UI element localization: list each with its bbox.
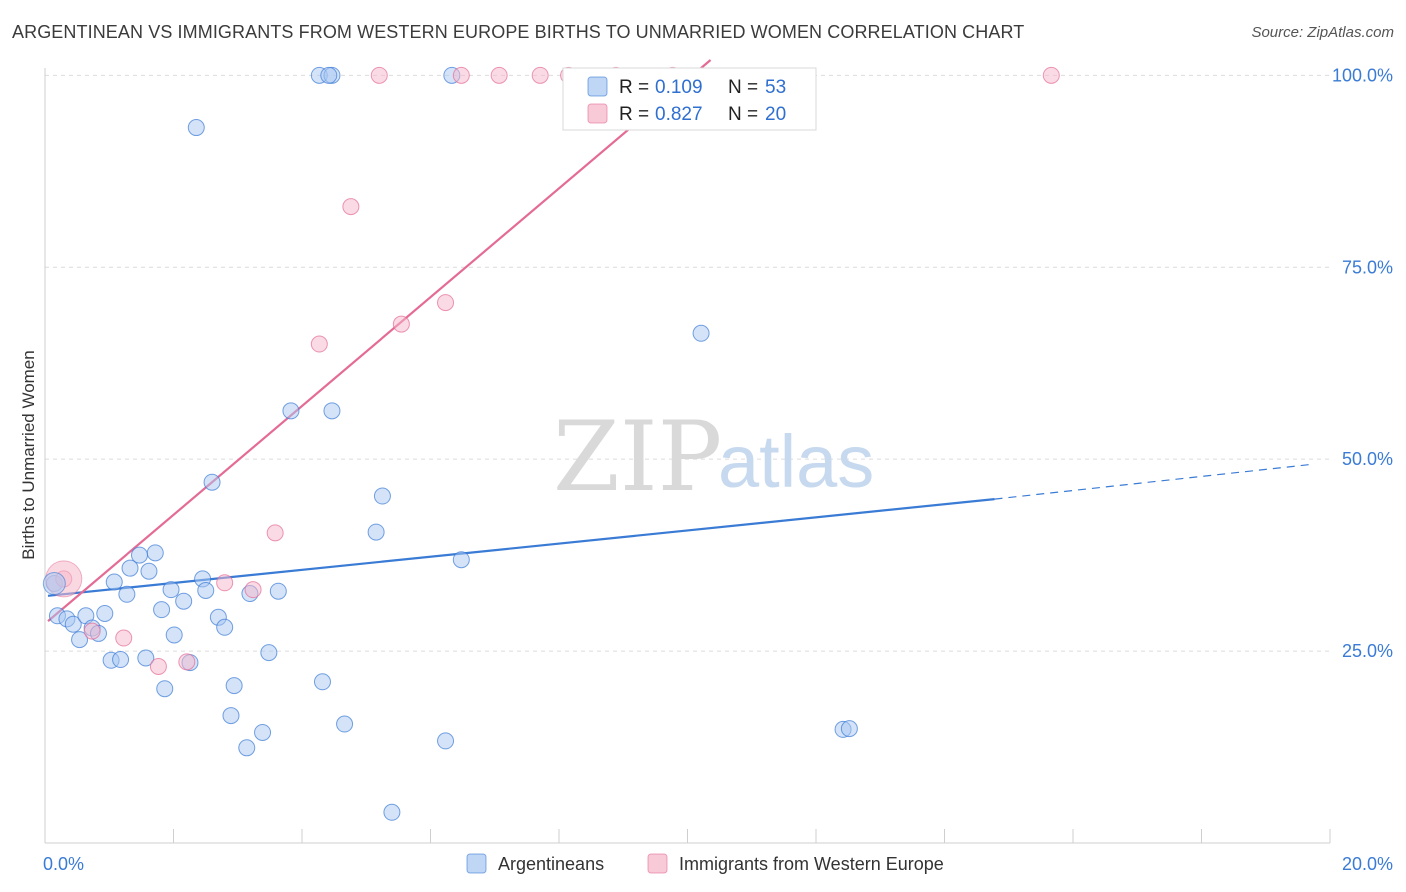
immigrants-trend-line [47, 59, 712, 622]
argentineans-point [238, 739, 256, 757]
argentineans-point [137, 649, 155, 667]
argentineans-point [452, 551, 470, 569]
argentineans-point [282, 402, 300, 420]
argentineans-point [197, 581, 215, 599]
argentineans-point [260, 644, 278, 662]
legend-swatch-argentineans [466, 853, 487, 874]
legend-r-value: 0.827 [655, 104, 703, 125]
argentineans-point [373, 487, 391, 505]
argentineans-point [203, 473, 221, 491]
legend-r-label: R = [619, 104, 649, 125]
watermark-zip: ZIP [553, 401, 722, 513]
immigrants-point [178, 653, 196, 671]
y-tick-label: 100.0% [1332, 65, 1393, 85]
argentineans-point [187, 119, 205, 137]
data-points [42, 66, 1060, 821]
legend-n-label: N = [728, 104, 758, 125]
argentineans-point [840, 720, 858, 738]
legend-label-immigrants: Immigrants from Western Europe [679, 854, 944, 874]
argentineans-point [118, 585, 136, 603]
axes: 0.0% 20.0% [43, 68, 1393, 874]
argentineans-point [146, 544, 164, 562]
argentineans-point [42, 572, 66, 596]
argentineans-point [153, 601, 171, 619]
immigrants-point [392, 315, 410, 333]
argentineans-point [130, 546, 148, 564]
argentineans-point [140, 562, 158, 580]
argentineans-point [112, 651, 130, 669]
immigrants-point [266, 524, 284, 542]
watermark: ZIP atlas [553, 401, 874, 513]
y-tick-label: 50.0% [1342, 449, 1393, 469]
argentineans-point [216, 618, 234, 636]
argentineans-point [313, 673, 331, 691]
argentineans-point [165, 626, 183, 644]
argentineans-point [105, 573, 123, 591]
watermark-atlas: atlas [718, 420, 874, 503]
legend-top: R = 0.109 N = 53 R = 0.827 N = 20 [562, 67, 817, 131]
legend-swatch-immigrants [647, 853, 668, 874]
legend-r-label: R = [619, 77, 649, 98]
y-axis-label: Births to Unmarried Women [19, 350, 38, 559]
grid-lines: 25.0% 50.0% 75.0% 100.0% [45, 65, 1393, 661]
argentineans-point [692, 324, 710, 342]
immigrants-point [216, 574, 234, 592]
chart-title: ARGENTINEAN VS IMMIGRANTS FROM WESTERN E… [12, 22, 1025, 42]
argentineans-point [156, 680, 174, 698]
argentineans-point [269, 582, 287, 600]
immigrants-point [83, 622, 101, 640]
legend-label-argentineans: Argentineans [498, 854, 604, 874]
x-tick-label: 0.0% [43, 854, 84, 874]
immigrants-point [149, 657, 167, 675]
argentineans-point [64, 615, 82, 633]
argentineans-point [437, 732, 455, 750]
argentineans-point [383, 803, 401, 821]
argentineans-point [320, 66, 338, 84]
legend-swatch-argentineans [587, 76, 608, 97]
legend-n-value: 20 [765, 104, 786, 125]
immigrants-point [1042, 66, 1060, 84]
argentineans-point [336, 715, 354, 733]
argentineans-point [367, 523, 385, 541]
trend-lines [47, 59, 1311, 622]
argentineans-point [96, 604, 114, 622]
argentineans-point [225, 677, 243, 695]
argentineans-point [254, 723, 272, 741]
immigrants-point [490, 66, 508, 84]
legend-n-value: 53 [765, 77, 786, 98]
argentineans-point [323, 402, 341, 420]
legend-n-label: N = [728, 77, 758, 98]
immigrants-point [310, 335, 328, 353]
argentineans-trend-extension [994, 463, 1311, 500]
immigrants-point [342, 198, 360, 216]
immigrants-point [244, 581, 262, 599]
y-tick-label: 75.0% [1342, 257, 1393, 277]
immigrants-point [370, 66, 388, 84]
legend-r-value: 0.109 [655, 77, 703, 98]
y-tick-label: 25.0% [1342, 641, 1393, 661]
argentineans-trend-line [47, 497, 995, 597]
x-tick-label: 20.0% [1342, 854, 1393, 874]
source-credit: Source: ZipAtlas.com [1251, 24, 1394, 41]
legend-swatch-immigrants [587, 103, 608, 124]
immigrants-point [452, 66, 470, 84]
immigrants-point [531, 66, 549, 84]
legend-bottom: Argentineans Immigrants from Western Eur… [466, 853, 944, 874]
argentineans-point [162, 581, 180, 599]
argentineans-point [175, 592, 193, 610]
argentineans-point [121, 559, 139, 577]
immigrants-point [115, 629, 133, 647]
argentineans-point [222, 707, 240, 725]
argentineans-point [71, 631, 89, 649]
immigrants-point [437, 294, 455, 312]
